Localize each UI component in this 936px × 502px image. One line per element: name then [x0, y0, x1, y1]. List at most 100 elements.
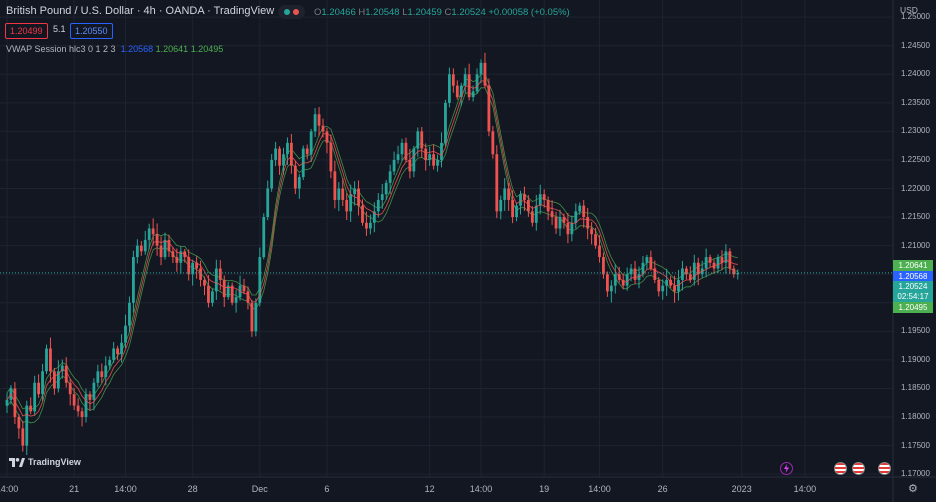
us-flag-event-icon[interactable] — [852, 462, 865, 475]
candle-body — [211, 291, 214, 303]
indicator-name[interactable]: VWAP Session hlc3 0 1 2 3 — [6, 44, 116, 54]
candle-body — [704, 257, 708, 269]
indicator-legend[interactable]: VWAP Session hlc3 0 1 2 3 1.20568 1.2064… — [6, 44, 223, 54]
candle-body — [590, 228, 593, 235]
candle-body — [21, 428, 25, 446]
candle-body — [554, 217, 558, 229]
candle-body — [282, 154, 285, 166]
price-axis-label: 1.20495 — [893, 301, 933, 313]
candle-body — [226, 285, 230, 298]
time-tick-label: 14:00 — [0, 484, 19, 494]
candle-body — [191, 262, 195, 275]
candle-body — [530, 211, 534, 223]
candle-body — [309, 131, 313, 155]
candle-body — [293, 165, 297, 189]
price-tick-label: 1.18500 — [901, 383, 930, 393]
candle-body — [661, 285, 665, 292]
candle-body — [96, 371, 100, 383]
low-value: 1.20459 — [407, 7, 442, 18]
us-flag-event-icon[interactable] — [878, 462, 891, 475]
candle-body — [503, 188, 507, 200]
time-tick-label: 28 — [187, 484, 198, 494]
candle-body — [143, 239, 147, 252]
candle-body — [151, 228, 155, 235]
candle-body — [353, 188, 356, 195]
tradingview-logo-icon — [9, 458, 25, 467]
candle-body — [400, 142, 404, 155]
candle-body — [388, 171, 392, 183]
candle-body — [41, 371, 44, 395]
candle-body — [167, 239, 171, 252]
candle-body — [685, 268, 688, 275]
candle-body — [365, 222, 368, 229]
price-tick-label: 1.19000 — [901, 354, 930, 364]
lightning-event-icon[interactable] — [780, 462, 793, 475]
candle-body — [673, 285, 676, 292]
candle-body — [313, 114, 317, 132]
candle-body — [728, 251, 732, 269]
candle-body — [175, 257, 179, 263]
symbol-title[interactable]: British Pound / U.S. Dollar · 4h · OANDA… — [6, 5, 275, 17]
candle-body — [372, 211, 376, 223]
candle-body — [444, 102, 447, 143]
candle-body — [645, 257, 649, 263]
us-flag-event-icon[interactable] — [834, 462, 847, 475]
candle-body — [230, 285, 234, 303]
candle-body — [455, 85, 459, 98]
candle-body — [128, 302, 131, 326]
market-open-dot — [284, 9, 290, 15]
buy-price-button[interactable]: 1.20550 — [70, 23, 113, 39]
candle-body — [345, 199, 349, 212]
candle-body — [246, 291, 250, 303]
candle-body — [578, 205, 582, 212]
candle-body — [214, 268, 218, 292]
candle-body — [538, 194, 542, 206]
candle-body — [582, 205, 586, 218]
candle-body — [159, 245, 163, 258]
market-status-indicator[interactable] — [278, 5, 305, 19]
candle-body — [487, 85, 491, 132]
price-tick-label: 1.24000 — [901, 69, 930, 79]
candle-body — [147, 228, 151, 240]
tradingview-logo-text: TradingView — [28, 457, 81, 467]
candle-body — [33, 382, 37, 412]
ohlc-legend: O1.20466 H1.20548 L1.20459 C1.20524 +0.0… — [314, 7, 570, 18]
candle-body — [609, 285, 613, 292]
time-tick-label: 14:00 — [114, 484, 137, 494]
candle-body — [606, 274, 609, 292]
candle-body — [72, 394, 76, 406]
price-axis-label: 1.20641 — [893, 260, 933, 272]
candle-body — [463, 74, 467, 86]
price-tick-label: 1.23500 — [901, 97, 930, 107]
candle-body — [135, 245, 139, 258]
candle-body — [254, 302, 258, 332]
candle-body — [440, 142, 443, 160]
candle-body — [80, 411, 84, 418]
price-tick-label: 1.21000 — [901, 240, 930, 250]
candle-body — [669, 279, 672, 286]
candle-body — [341, 188, 345, 200]
candle-body — [633, 268, 637, 280]
currency-selector[interactable]: USD — [900, 5, 918, 15]
candle-body — [621, 279, 625, 286]
open-value: 1.20466 — [321, 7, 356, 18]
sell-price-button[interactable]: 1.20499 — [5, 23, 48, 39]
candle-body — [68, 382, 72, 395]
candle-body — [602, 257, 605, 275]
candle-body — [404, 142, 408, 160]
candle-body — [108, 359, 112, 366]
candle-body — [376, 199, 380, 212]
close-value: 1.20524 — [451, 7, 486, 18]
candle-body — [258, 257, 262, 303]
candle-body — [716, 257, 720, 269]
candle-body — [297, 177, 301, 189]
candle-body — [629, 268, 633, 275]
settings-gear-icon[interactable]: ⚙ — [908, 483, 918, 495]
candle-body — [222, 279, 226, 298]
candle-body — [653, 268, 657, 280]
candle-body — [116, 348, 119, 355]
candle-body — [242, 285, 246, 292]
candle-body — [408, 159, 412, 172]
candle-body — [720, 257, 724, 263]
